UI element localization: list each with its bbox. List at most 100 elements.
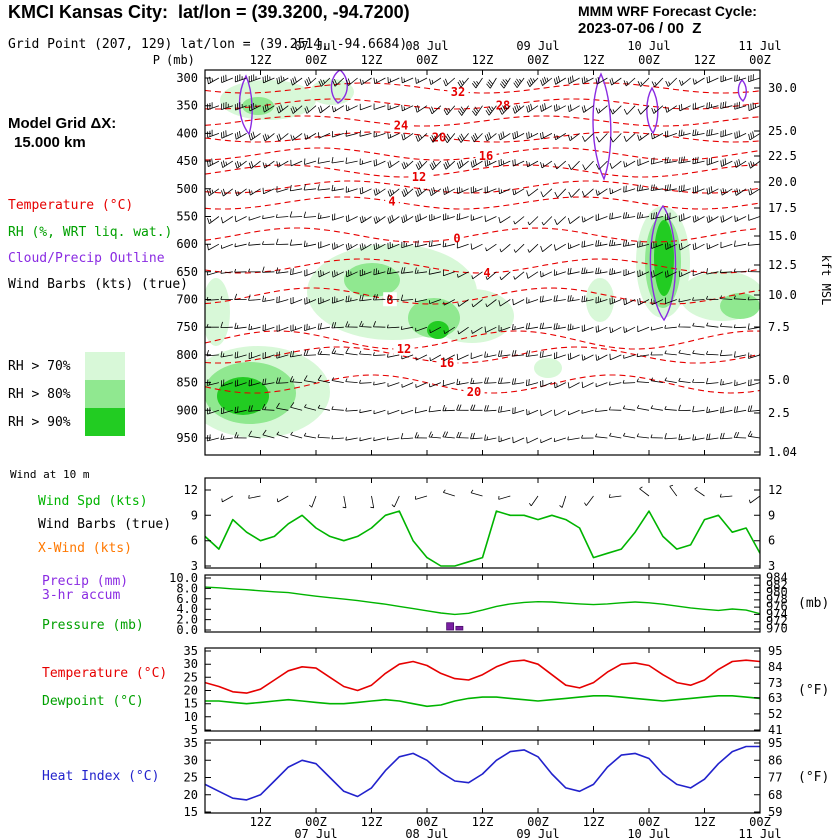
svg-text:32: 32 — [451, 85, 465, 99]
cloud-precip-outlines — [238, 70, 747, 322]
svg-text:4: 4 — [388, 195, 395, 209]
svg-text:972: 972 — [766, 614, 788, 628]
svg-text:3: 3 — [768, 559, 775, 573]
svg-text:450: 450 — [176, 154, 198, 168]
svg-text:8.0: 8.0 — [176, 581, 198, 595]
svg-text:16: 16 — [440, 356, 454, 370]
svg-text:00Z: 00Z — [749, 815, 771, 829]
svg-text:350: 350 — [176, 99, 198, 113]
svg-text:950: 950 — [176, 431, 198, 445]
svg-text:982: 982 — [766, 578, 788, 592]
svg-text:4.0: 4.0 — [176, 602, 198, 616]
precip-bar — [455, 625, 464, 631]
svg-text:12Z: 12Z — [361, 815, 383, 829]
wind-spd-line — [205, 510, 760, 567]
svg-text:30: 30 — [184, 657, 198, 671]
svg-text:5.0: 5.0 — [768, 373, 790, 387]
rh-legend-row: RH > 80% — [8, 380, 125, 408]
svg-text:850: 850 — [176, 376, 198, 390]
pressure-label: Pressure (mb) — [42, 618, 144, 633]
svg-text:12: 12 — [768, 483, 782, 497]
svg-text:15: 15 — [184, 805, 198, 819]
svg-text:35: 35 — [184, 644, 198, 658]
svg-text:07 Jul: 07 Jul — [294, 39, 337, 53]
svg-text:7.5: 7.5 — [768, 320, 790, 334]
svg-text:984: 984 — [766, 571, 788, 585]
svg-text:12: 12 — [397, 342, 411, 356]
svg-text:P: P — [153, 53, 160, 67]
forecast-cycle-value: 2023-07-06 / 00 Z — [578, 20, 702, 37]
legend-temperature: Temperature (°C) — [8, 198, 134, 213]
svg-text:24: 24 — [394, 118, 408, 132]
svg-text:976: 976 — [766, 600, 788, 614]
wind-panel-header: Wind at 10 m — [10, 468, 90, 481]
svg-text:11 Jul: 11 Jul — [738, 827, 781, 840]
forecast-cycle-label: MMM WRF Forecast Cycle: — [578, 3, 757, 19]
svg-text:08 Jul: 08 Jul — [405, 827, 448, 840]
svg-text:25: 25 — [184, 771, 198, 785]
legend-cloud-outline: Cloud/Precip Outline — [8, 251, 165, 266]
svg-text:00Z: 00Z — [305, 53, 327, 67]
svg-text:900: 900 — [176, 403, 198, 417]
model-grid-label: Model Grid ΔX: — [8, 115, 117, 132]
svg-text:(°F): (°F) — [798, 770, 829, 785]
svg-text:07 Jul: 07 Jul — [294, 827, 337, 840]
svg-text:35: 35 — [184, 736, 198, 750]
svg-text:12: 12 — [412, 170, 426, 184]
precip-label: Precip (mm) — [42, 574, 129, 589]
rh-legend-label: RH > 90% — [8, 414, 71, 430]
svg-text:00Z: 00Z — [416, 815, 438, 829]
svg-text:974: 974 — [766, 607, 788, 621]
svg-text:00Z: 00Z — [749, 53, 771, 67]
svg-text:kft MSL: kft MSL — [819, 255, 833, 306]
svg-text:550: 550 — [176, 209, 198, 223]
svg-text:980: 980 — [766, 585, 788, 599]
svg-text:77: 77 — [768, 771, 782, 785]
svg-text:4: 4 — [483, 266, 490, 280]
temperature-line — [205, 659, 760, 694]
pressure-line — [205, 586, 760, 616]
rh-shading — [205, 79, 760, 438]
heat-index-line — [205, 745, 760, 801]
svg-text:20: 20 — [184, 684, 198, 698]
svg-text:750: 750 — [176, 320, 198, 334]
temperature-series-label: Temperature (°C) — [42, 666, 168, 681]
svg-text:11 Jul: 11 Jul — [738, 39, 781, 53]
svg-text:3: 3 — [191, 559, 198, 573]
svg-text:12Z: 12Z — [472, 815, 494, 829]
svg-text:00Z: 00Z — [638, 53, 660, 67]
svg-text:650: 650 — [176, 265, 198, 279]
legend-rh: RH (%, WRT liq. wat.) — [8, 225, 173, 240]
svg-text:08 Jul: 08 Jul — [405, 39, 448, 53]
svg-text:10.0: 10.0 — [169, 571, 198, 585]
svg-text:6: 6 — [768, 534, 775, 548]
svg-text:00Z: 00Z — [638, 815, 660, 829]
svg-text:12Z: 12Z — [694, 815, 716, 829]
svg-text:86: 86 — [768, 753, 782, 767]
svg-text:1.04: 1.04 — [768, 445, 797, 459]
svg-text:00Z: 00Z — [527, 815, 549, 829]
svg-text:12: 12 — [184, 483, 198, 497]
page-title: KMCI Kansas City: lat/lon = (39.3200, -9… — [8, 2, 410, 22]
wind-spd-label: Wind Spd (kts) — [38, 494, 148, 509]
svg-text:0.0: 0.0 — [176, 623, 198, 637]
wind-barbs-label: Wind Barbs (true) — [38, 517, 172, 532]
svg-text:84: 84 — [768, 660, 782, 674]
svg-text:73: 73 — [768, 676, 782, 690]
rh-legend-row: RH > 90% — [8, 408, 125, 436]
svg-text:22.5: 22.5 — [768, 149, 797, 163]
svg-text:9: 9 — [191, 508, 198, 522]
cross-section-wind-barbs — [205, 74, 760, 444]
svg-text:970: 970 — [766, 622, 788, 636]
svg-text:15: 15 — [184, 697, 198, 711]
rh-legend-swatch — [85, 380, 125, 408]
svg-text:20: 20 — [184, 788, 198, 802]
svg-text:2.5: 2.5 — [768, 406, 790, 420]
svg-text:15.0: 15.0 — [768, 229, 797, 243]
svg-text:12Z: 12Z — [250, 815, 272, 829]
svg-text:95: 95 — [768, 644, 782, 658]
svg-text:(mb): (mb) — [798, 596, 829, 611]
svg-text:09 Jul: 09 Jul — [516, 827, 559, 840]
svg-text:63: 63 — [768, 691, 782, 705]
